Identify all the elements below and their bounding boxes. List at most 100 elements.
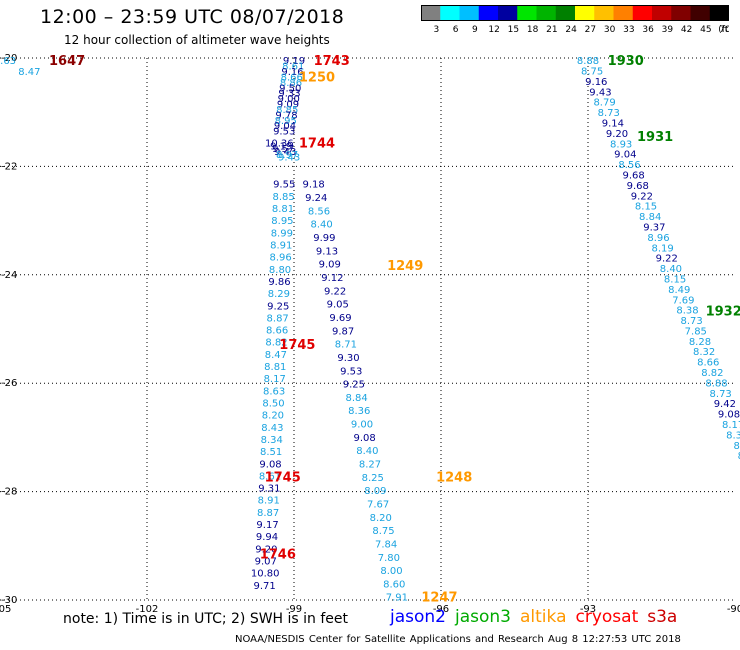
wave-height-label: 8.84 [639, 212, 661, 223]
wave-height-label: 8.93 [610, 139, 632, 150]
wave-height-label: 9.08 [718, 410, 740, 421]
wave-height-label: 9.37 [643, 222, 665, 233]
wave-height-label: 8.95 [271, 216, 293, 227]
color-scale-label: 27 [585, 25, 596, 34]
pass-time-label: 1743 [314, 54, 350, 69]
lon-tick-label: -93 [580, 604, 596, 615]
wave-height-label: 9.17 [256, 520, 278, 531]
legend-cryosat: cryosat [575, 607, 639, 627]
wave-height-label: 7.69 [672, 295, 694, 306]
color-swatch [478, 5, 499, 21]
wave-height-label: 8.32 [693, 347, 715, 358]
wave-height-label: 8.73 [598, 108, 620, 119]
wave-height-label: 8.96 [647, 233, 669, 244]
wave-height-label: 8.80 [269, 265, 291, 276]
wave-height-label: 8.73 [710, 389, 732, 400]
color-scale-bar [421, 5, 729, 21]
wave-height-label: 8.75 [372, 526, 394, 537]
wave-height-label: 7.80 [378, 553, 400, 564]
track-d: 9.558.858.818.958.998.918.968.809.868.29… [251, 180, 295, 592]
wave-height-label: 8.61 [259, 471, 281, 482]
wave-height-label: 9.22 [324, 286, 346, 297]
pass-time-label: 1249 [387, 259, 423, 274]
footer-credit: NOAA/NESDIS Center for Satellite Applica… [235, 634, 681, 645]
wave-height-label: 9.16 [281, 67, 303, 78]
color-scale-label: 6 [453, 25, 459, 34]
altimeter-tracks: 8.638.479.198.619.168.668.869.509.339.00… [0, 56, 740, 604]
pass-time-label: 1647 [49, 54, 85, 69]
lat-tick-label: -24 [1, 270, 17, 281]
map-subtitle: 12 hour collection of altimeter wave hei… [64, 33, 330, 47]
wave-height-label: 9.16 [585, 77, 607, 88]
axis-ticks: -105 -102 -99 -96 -93 -90 -20 -22 -24 -26 -28 -30 [0, 53, 740, 615]
lon-tick-label: -102 [136, 604, 159, 615]
wave-height-label: 8.82 [701, 368, 723, 379]
wave-height-label: 9.08 [354, 433, 376, 444]
wave-height-label: 8.87 [257, 508, 279, 519]
wave-height-label: 8.27 [359, 460, 381, 471]
wave-height-label: 8.20 [262, 411, 284, 422]
color-swatch [498, 5, 518, 21]
legend-altika: altika [520, 607, 567, 627]
wave-height-label: 8.85 [276, 105, 298, 116]
wave-height-label: 9.31 [258, 484, 280, 495]
lon-tick-label: -96 [433, 604, 449, 615]
color-swatch [671, 5, 691, 21]
wave-height-label: 8.40 [311, 220, 333, 231]
lat-tick-label: -26 [1, 378, 17, 389]
wave-height-label: 9.43 [589, 87, 611, 98]
wave-height-label: 9.30 [337, 353, 359, 364]
wave-height-label: 9.04 [274, 121, 296, 132]
wave-height-label: 8.91 [258, 496, 280, 507]
wave-height-label: 8.79 [593, 98, 615, 109]
wave-height-label: 8.88 [577, 56, 599, 67]
wave-height-label: 9.05 [327, 300, 349, 311]
wave-height-label: 10.36 [265, 139, 294, 150]
wave-height-label: 9.69 [329, 313, 351, 324]
color-swatch [632, 5, 653, 21]
wave-height-label: 8.28 [689, 337, 711, 348]
pass-time-label: 1744 [299, 137, 335, 152]
wave-height-label: 8.81 [264, 362, 286, 373]
wave-height-label: 8.29 [268, 289, 290, 300]
color-swatch [575, 5, 595, 21]
wave-height-label: 8.56 [308, 206, 330, 217]
wave-height-label: 9.22 [656, 254, 678, 265]
pass-time-label: 1746 [260, 547, 296, 562]
wave-height-label: 9.20 [606, 129, 628, 140]
color-swatch [459, 5, 480, 21]
color-scale-label: 30 [604, 25, 616, 34]
wave-height-label: 8.47 [18, 67, 40, 78]
wave-height-label: 8.47 [265, 350, 287, 361]
color-scale-label: 70 [719, 25, 729, 34]
color-scale-label: 45 [700, 25, 711, 34]
wave-height-label: 9.99 [313, 233, 335, 244]
wave-height-label: 8.73 [681, 316, 703, 327]
track-e: 9.18 9.24 8.56 8.40 9.99 9.13 9.09 9.12 9.22 9.05… [302, 180, 408, 604]
lat-tick-label: -20 [1, 53, 17, 64]
wave-height-label: 8.63 [263, 386, 285, 397]
wave-height-label: 9.04 [614, 150, 636, 161]
pass-time-label: 1745 [265, 470, 301, 485]
color-scale-label: 12 [488, 25, 499, 34]
wave-height-label: 9.68 [627, 181, 649, 192]
wave-height-label: 8.36 [348, 406, 370, 417]
wave-height-label: 9.13 [316, 246, 338, 257]
wave-height-label: 9.33 [278, 89, 300, 100]
wave-height-label: 8.97 [276, 150, 298, 161]
wave-height-label: 8.38 [676, 306, 698, 317]
wave-height-label: 8.63 [0, 56, 16, 67]
satellite-legend: jason2 jason3 altika cryosat s3a [390, 607, 686, 627]
pass-time-label: 1932 [706, 305, 740, 320]
color-swatch [536, 5, 557, 21]
wave-height-label: 9.25 [267, 301, 289, 312]
wave-height-label: 8.88 [705, 378, 727, 389]
map-title: 12:00 – 23:59 UTC 08/07/2018 [40, 6, 345, 28]
wave-height-label: 9.43 [274, 147, 296, 158]
color-swatch [517, 5, 537, 21]
color-scale-label: 9 [472, 25, 478, 34]
wave-height-label: 9.42 [714, 399, 736, 410]
color-swatch [613, 5, 634, 21]
wave-height-label: 8.71 [335, 340, 357, 351]
